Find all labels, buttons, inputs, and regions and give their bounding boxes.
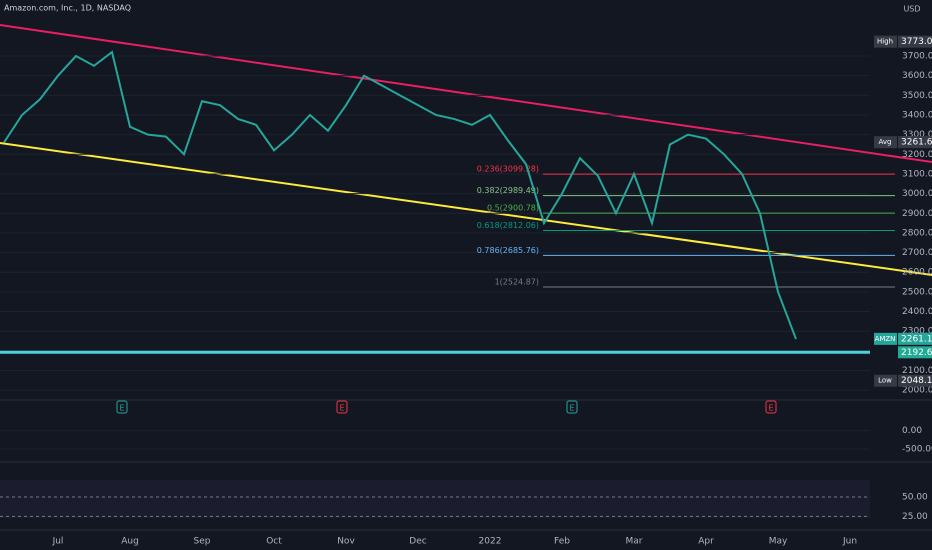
rsi-tick-label: 25.00 <box>902 512 928 522</box>
currency: USD <box>903 5 920 14</box>
x-tick-label: Feb <box>554 537 570 547</box>
event-badge <box>566 400 578 414</box>
price-tag-value: 2192.65 <box>901 348 932 358</box>
y-tick-label: 3100.00 <box>902 169 932 179</box>
price-tag-name-bg <box>874 374 897 387</box>
y-tick-label: 2000.00 <box>902 386 932 396</box>
y-tick-label: 2800.00 <box>902 228 932 238</box>
rsi-tick-label: 50.00 <box>902 493 928 503</box>
event-badge <box>116 400 128 414</box>
x-tick-label: 2022 <box>479 537 502 547</box>
fib-label: 0.5(2900.78) <box>487 204 539 213</box>
price-tag-value: 2048.11 <box>901 376 932 386</box>
x-tick-label: Jun <box>842 537 857 547</box>
price-tag <box>898 374 932 387</box>
price-tag-name: Low <box>878 377 892 385</box>
fib-label: 1(2524.87) <box>495 278 539 287</box>
price-tag <box>898 35 932 48</box>
event-label: E <box>339 404 344 413</box>
x-tick-label: Mar <box>626 537 643 547</box>
y-tick-label: 2500.00 <box>902 287 932 297</box>
y-tick-label: 3400.00 <box>902 110 932 120</box>
price-tag <box>898 136 932 149</box>
fib-label: 0.236(3099.28) <box>477 165 539 174</box>
event-label: E <box>569 404 574 413</box>
y-tick-label: 3500.00 <box>902 91 932 101</box>
price-tag-name-bg <box>874 35 897 48</box>
x-tick-label: Nov <box>337 537 355 547</box>
x-tick-label: Jul <box>52 537 64 547</box>
price-tag-name: High <box>877 38 893 46</box>
price-tag-name-bg <box>874 332 897 345</box>
price-line <box>3 50 797 340</box>
trend-line <box>0 24 932 163</box>
price-tag <box>898 346 932 359</box>
y-tick-label: 2700.00 <box>902 248 932 258</box>
fib-label: 0.786(2685.76) <box>477 246 539 255</box>
x-tick-label: Aug <box>121 537 139 547</box>
y-tick-label: 2100.00 <box>902 366 932 376</box>
x-tick-label: Dec <box>409 537 426 547</box>
price-tag-value: 3773.08 <box>901 37 932 47</box>
symbol-title: Amazon.com, Inc., 1D, NASDAQ <box>4 4 131 13</box>
event-label: E <box>119 404 124 413</box>
price-tag <box>898 332 932 345</box>
y-tick-label: 3200.00 <box>902 150 932 160</box>
fib-label: 0.618(2812.06) <box>477 221 539 230</box>
y-tick-label: 2600.00 <box>902 268 932 278</box>
price-tag-name: AMZN <box>875 335 896 343</box>
y-tick-label: 3600.00 <box>902 71 932 81</box>
event-label: E <box>768 404 773 413</box>
y-tick-label: 3000.00 <box>902 189 932 199</box>
y-tick-label: 3300.00 <box>902 130 932 140</box>
x-tick-label: Apr <box>698 537 714 547</box>
price-tag-name-bg <box>874 136 897 149</box>
rsi-band <box>0 480 870 518</box>
y-tick-label: 2300.00 <box>902 327 932 337</box>
event-badge <box>336 400 348 414</box>
x-tick-label: Sep <box>194 537 211 547</box>
x-tick-label: Oct <box>266 537 282 547</box>
price-tag-value: 2261.10 <box>901 334 932 344</box>
price-tag-name: Avg <box>879 138 892 146</box>
x-tick-label: May <box>769 537 788 547</box>
y-tick-label: 2900.00 <box>902 209 932 219</box>
macd-tick-label: -500.00 <box>902 445 932 455</box>
fib-label: 0.382(2989.49) <box>477 186 539 195</box>
y-tick-label: 3700.00 <box>902 52 932 62</box>
price-tag-value: 3261.62 <box>901 138 932 148</box>
event-badge <box>765 400 777 414</box>
y-tick-label: 2400.00 <box>902 307 932 317</box>
macd-tick-label: 0.00 <box>902 426 922 436</box>
